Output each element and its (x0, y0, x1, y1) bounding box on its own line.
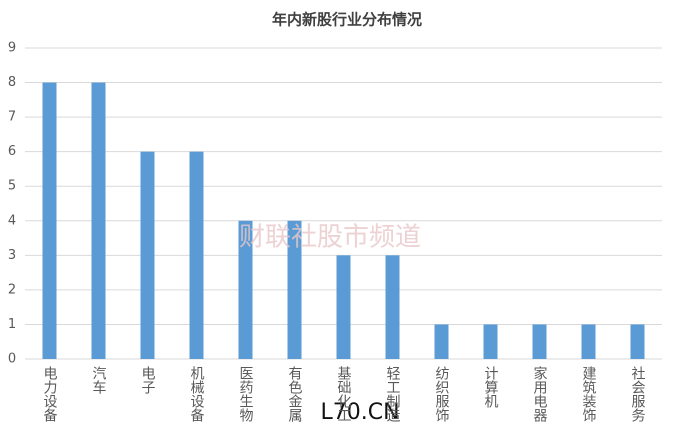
x-tick-label: 建筑装饰 (581, 366, 597, 422)
x-tick-label: 计算机 (483, 366, 499, 409)
bar (238, 220, 253, 359)
x-tick-label: 社会服务 (630, 366, 646, 422)
bar (581, 324, 596, 359)
x-tick-label: 轻工制造 (385, 366, 401, 423)
bar (385, 255, 400, 359)
bar (42, 82, 57, 360)
bar (189, 151, 204, 359)
x-tick-label: 医药生物 (238, 366, 254, 423)
bar (483, 324, 498, 359)
bar (91, 82, 106, 360)
bar (434, 324, 449, 359)
y-tick-label: 7 (8, 110, 16, 125)
y-tick-label: 0 (8, 352, 16, 367)
y-tick-label: 2 (8, 282, 16, 297)
bar (287, 220, 302, 359)
y-tick-label: 3 (8, 248, 16, 263)
x-tick-label: 有色金属 (287, 366, 303, 422)
x-tick-label: 电子 (140, 366, 156, 394)
bar (630, 324, 645, 359)
y-tick-label: 9 (8, 41, 16, 56)
y-tick-label: 5 (8, 179, 16, 194)
watermark: 财联社股市频道 (239, 223, 421, 253)
watermark: L70.CN (320, 400, 399, 425)
x-tick-label: 家用电器 (532, 365, 548, 422)
chart-title: 年内新股行业分布情况 (272, 11, 422, 29)
x-tick-label: 机械设备 (189, 366, 205, 422)
bar (532, 324, 547, 359)
y-tick-label: 6 (8, 144, 16, 159)
x-tick-label: 纺织服饰 (434, 366, 450, 422)
x-tick-label: 基础化工 (336, 365, 352, 422)
bar (336, 255, 351, 359)
x-tick-label: 汽车 (91, 366, 107, 394)
bar (140, 151, 155, 359)
y-tick-label: 1 (8, 317, 16, 332)
y-tick-label: 8 (8, 75, 16, 90)
y-tick-label: 4 (8, 213, 16, 228)
x-tick-label: 电力设备 (42, 366, 58, 422)
